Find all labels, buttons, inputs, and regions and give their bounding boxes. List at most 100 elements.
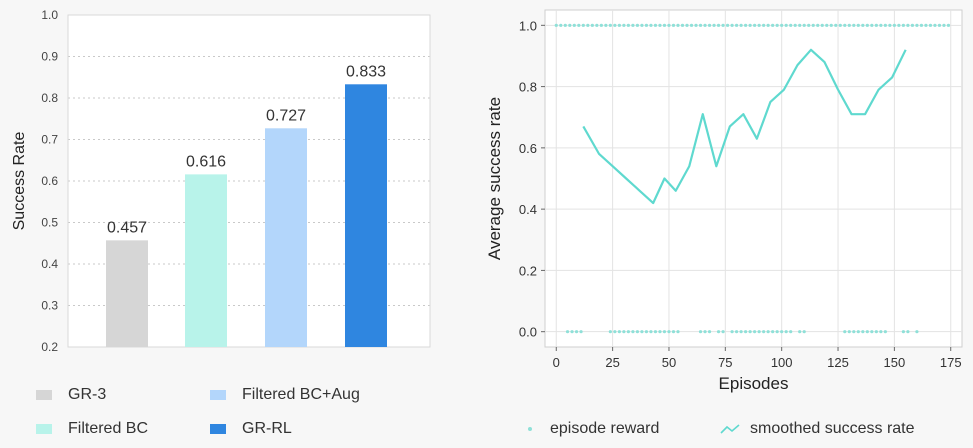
y-axis-label: Success Rate	[11, 132, 28, 231]
reward-point	[906, 23, 910, 27]
y-tick-label: 0.3	[41, 299, 58, 313]
reward-point	[649, 330, 653, 334]
value-label-2: 0.727	[266, 107, 306, 124]
reward-point	[658, 23, 662, 27]
reward-point	[874, 330, 878, 334]
reward-point	[865, 330, 869, 334]
x-tick-label: 175	[940, 355, 962, 370]
reward-point	[825, 23, 829, 27]
reward-point	[757, 23, 761, 27]
reward-point	[852, 330, 856, 334]
reward-point	[640, 23, 644, 27]
reward-point	[626, 23, 631, 27]
reward-point	[572, 23, 576, 27]
reward-point	[658, 330, 662, 334]
reward-point	[856, 23, 860, 27]
reward-point	[698, 330, 703, 334]
x-tick-label: 125	[827, 355, 849, 370]
y-tick-label: 0.8	[519, 80, 537, 95]
y-tick-label: 1.0	[519, 18, 537, 33]
reward-point	[626, 330, 631, 334]
legend-item-filtered-bc: Filtered BC	[36, 420, 148, 438]
legend-swatch	[210, 390, 226, 400]
reward-point	[861, 330, 865, 334]
reward-point	[579, 330, 583, 334]
legend-item-gr3: GR-3	[36, 386, 106, 404]
reward-point	[570, 330, 574, 334]
reward-point	[613, 330, 617, 334]
value-label-3: 0.833	[346, 63, 386, 80]
x-tick-label: 100	[771, 355, 793, 370]
legend-item-filtered-bc-aug: Filtered BC+Aug	[210, 386, 360, 404]
reward-point	[707, 23, 712, 27]
reward-point	[644, 330, 649, 334]
reward-point	[622, 23, 626, 27]
reward-point	[599, 23, 603, 27]
reward-point	[937, 23, 942, 27]
reward-point	[721, 23, 725, 27]
reward-point	[775, 330, 779, 334]
reward-point	[739, 330, 743, 334]
reward-point	[883, 23, 887, 27]
reward-point	[563, 23, 567, 27]
legend-label: Filtered BC+Aug	[242, 386, 360, 403]
reward-point	[847, 330, 851, 334]
reward-point	[766, 23, 770, 27]
reward-point	[671, 330, 676, 334]
y-tick-label: 0.8	[41, 91, 58, 105]
y-tick-label: 0.2	[519, 263, 537, 278]
reward-point	[676, 23, 680, 27]
reward-point	[780, 330, 784, 334]
reward-point	[910, 23, 915, 27]
reward-point	[631, 23, 635, 27]
reward-point	[870, 23, 874, 27]
y-tick-label: 0.9	[41, 50, 58, 64]
reward-point	[771, 23, 775, 27]
reward-point	[829, 23, 833, 27]
reward-point	[716, 23, 721, 27]
x-tick-label: 50	[662, 355, 676, 370]
reward-point	[608, 23, 612, 27]
reward-point	[811, 23, 815, 27]
reward-point	[734, 23, 739, 27]
bar-1	[185, 174, 227, 347]
value-label-0: 0.457	[107, 219, 147, 236]
reward-point	[789, 330, 793, 334]
legend-label: GR-RL	[242, 420, 292, 437]
reward-point	[901, 330, 905, 334]
bar-3	[345, 84, 387, 348]
legend-marker	[720, 424, 740, 434]
reward-point	[883, 330, 887, 334]
reward-point	[928, 23, 933, 27]
reward-point	[667, 330, 671, 334]
reward-point	[838, 23, 842, 27]
reward-point	[613, 23, 617, 27]
reward-point	[698, 23, 703, 27]
reward-point	[662, 23, 667, 27]
reward-point	[712, 23, 716, 27]
y-tick-label: 0.4	[41, 257, 58, 271]
reward-point	[784, 330, 788, 334]
reward-point	[780, 23, 784, 27]
reward-point	[901, 23, 905, 27]
reward-point	[865, 23, 869, 27]
reward-point	[667, 23, 671, 27]
plot-frame	[67, 14, 431, 348]
reward-point	[906, 330, 910, 334]
reward-point	[816, 23, 820, 27]
reward-point	[744, 23, 748, 27]
reward-point	[730, 23, 734, 27]
bar-2	[265, 128, 307, 347]
reward-point	[590, 23, 594, 27]
reward-point	[617, 23, 621, 27]
reward-point	[915, 330, 919, 334]
reward-point	[694, 23, 698, 27]
reward-point	[649, 23, 653, 27]
reward-point	[897, 23, 901, 27]
legend-item-gr-rl: GR-RL	[210, 420, 292, 438]
reward-point	[807, 23, 811, 27]
legend-item-episode-reward: episode reward	[528, 420, 659, 438]
reward-point	[577, 23, 581, 27]
